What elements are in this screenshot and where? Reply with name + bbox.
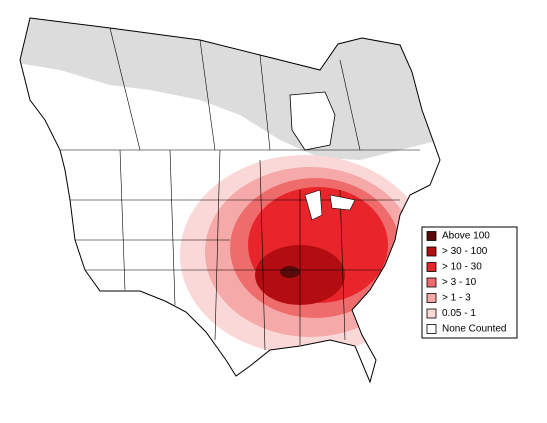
legend-label: > 3 - 10 — [442, 277, 477, 288]
legend-swatch — [426, 293, 437, 303]
legend-label: > 30 - 100 — [442, 246, 488, 257]
great-lakes — [304, 189, 356, 221]
legend-box — [421, 226, 518, 339]
legend-swatch — [426, 262, 437, 272]
legend-swatch — [426, 324, 437, 334]
legend-label: None Counted — [442, 324, 507, 335]
legend-swatch — [426, 308, 437, 319]
legend-label: > 1 - 3 — [442, 293, 471, 304]
abundance-zone — [280, 266, 300, 278]
coastline — [19, 17, 441, 384]
legend-label: Above 100 — [442, 231, 490, 242]
legend-label: 0.05 - 1 — [442, 308, 476, 319]
legend-swatch — [426, 231, 437, 241]
legend-swatch — [426, 246, 437, 257]
legend-label: > 10 - 30 — [442, 262, 482, 273]
hudson-bay — [289, 91, 336, 151]
legend: Above 100 > 30 - 100 > 10 - 30 > 3 - 10 > 1 … — [421, 226, 518, 339]
legend-swatch — [426, 277, 437, 288]
